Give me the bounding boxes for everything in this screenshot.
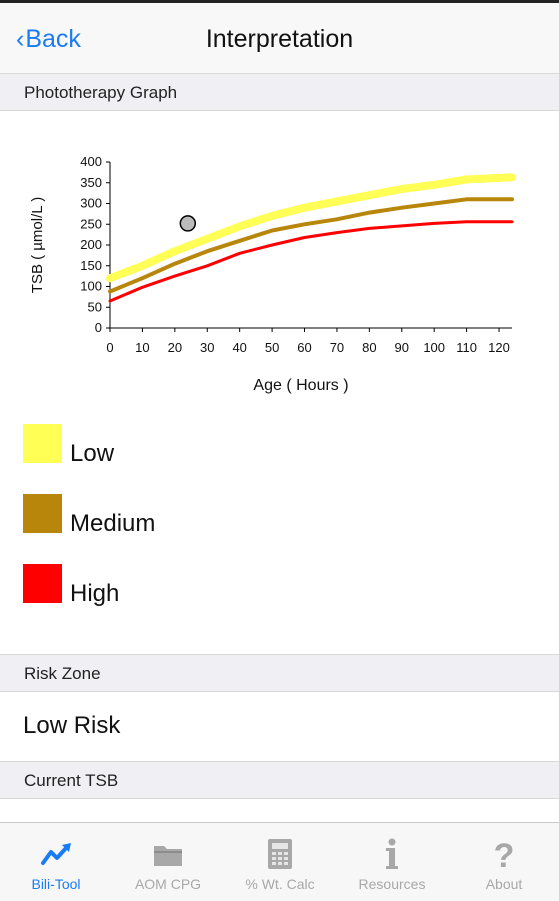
tab-label: AOM CPG <box>134 876 202 892</box>
tab-aom-cpg[interactable]: AOM CPG <box>112 823 224 901</box>
section-header-label: Current TSB <box>24 771 119 790</box>
legend-label-high: High <box>70 580 120 607</box>
y-tick-label: 100 <box>80 279 102 294</box>
section-header-tsb: Current TSB <box>0 761 559 799</box>
status-bar-edge <box>0 0 559 3</box>
section-header-label: Risk Zone <box>24 664 101 683</box>
x-tick-label: 120 <box>488 340 510 355</box>
x-tick-label: 10 <box>135 340 149 355</box>
x-tick-label: 50 <box>265 340 279 355</box>
tab-bili-tool[interactable]: Bili-Tool <box>0 823 112 901</box>
section-header-graph: Phototherapy Graph <box>0 73 559 111</box>
tab-label: Bili-Tool <box>31 876 81 892</box>
x-tick-label: 90 <box>395 340 409 355</box>
y-tick-label: 250 <box>80 216 102 231</box>
legend-swatch-low <box>23 424 62 463</box>
x-tick-label: 110 <box>456 340 477 355</box>
x-tick-label: 20 <box>168 340 182 355</box>
y-tick-label: 200 <box>80 237 102 252</box>
phototherapy-chart: 0 50 100 150 200 250 300 350 400 0 10 20 30 40 50 60 70 8… <box>29 154 516 394</box>
x-axis-label: Age ( Hours ) <box>253 377 348 394</box>
chevron-left-icon: ‹ <box>16 25 25 53</box>
legend-swatch-high <box>23 564 62 603</box>
x-tick-label: 80 <box>362 340 376 355</box>
tab-label: % Wt. Calc <box>245 876 315 892</box>
section-header-label: Phototherapy Graph <box>24 83 178 102</box>
series-line-medium <box>108 197 514 294</box>
calculator-icon <box>268 839 292 869</box>
series-line-low <box>106 173 516 283</box>
y-axis-label: TSB ( µmol/L ) <box>29 197 46 293</box>
x-tick-label: 70 <box>330 340 344 355</box>
x-tick-label: 40 <box>232 340 246 355</box>
question-icon: ? <box>494 837 515 871</box>
section-header-risk: Risk Zone <box>0 654 559 692</box>
tab-label: About <box>485 876 523 892</box>
x-tick-label: 60 <box>297 340 311 355</box>
tab-label: Resources <box>358 876 426 892</box>
y-tick-label: 350 <box>80 175 102 190</box>
tab-resources[interactable]: Resources <box>336 823 448 901</box>
risk-zone-value: Low Risk <box>23 712 121 739</box>
folder-icon <box>154 846 182 866</box>
legend-label-low: Low <box>70 440 115 467</box>
svg-text:?: ? <box>494 837 515 871</box>
y-tick-label: 300 <box>80 196 102 211</box>
trend-chart-icon <box>41 843 71 865</box>
series-line-high <box>108 220 514 303</box>
y-tick-label: 150 <box>80 258 102 273</box>
navigation-bar: ‹Back Interpretation <box>0 3 559 74</box>
legend-swatch-medium <box>23 494 62 533</box>
tab-wt-calc[interactable]: % Wt. Calc <box>224 823 336 901</box>
x-tick-label: 30 <box>200 340 214 355</box>
y-tick-label: 400 <box>80 154 102 169</box>
x-tick-label: 100 <box>423 340 445 355</box>
tsb-data-point <box>179 215 197 232</box>
y-tick-label: 50 <box>88 299 102 314</box>
info-icon <box>386 838 398 869</box>
back-label: Back <box>25 25 81 53</box>
page-title: Interpretation <box>205 25 354 53</box>
back-button[interactable]: ‹Back <box>16 25 81 54</box>
tab-about[interactable]: ? About <box>448 823 559 901</box>
legend-label-medium: Medium <box>70 510 156 537</box>
x-tick-label: 0 <box>106 340 113 355</box>
y-tick-label: 0 <box>95 320 102 335</box>
tab-bar: Bili-Tool AOM CPG % Wt. Calc Resources <box>0 822 559 901</box>
